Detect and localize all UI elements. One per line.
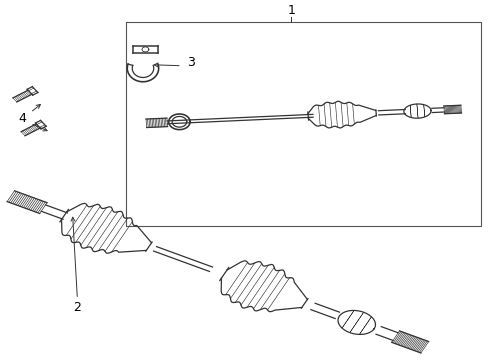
Text: 2: 2 <box>74 301 81 314</box>
Text: 1: 1 <box>287 4 295 17</box>
Text: 3: 3 <box>187 57 195 69</box>
Text: 4: 4 <box>19 112 26 125</box>
